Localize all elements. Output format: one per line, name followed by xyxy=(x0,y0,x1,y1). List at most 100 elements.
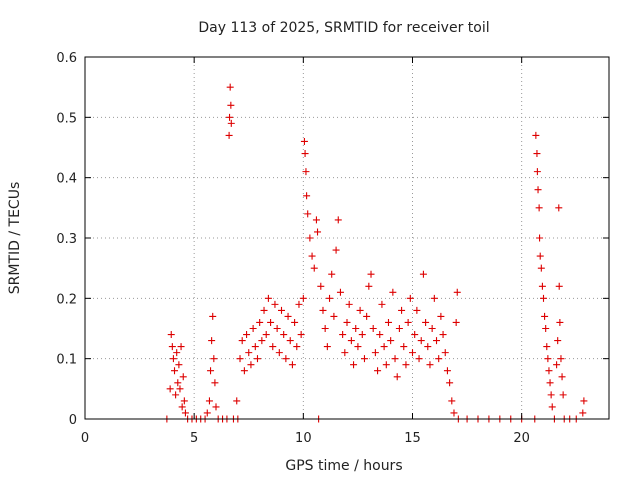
data-point xyxy=(536,252,544,260)
data-point xyxy=(209,312,217,320)
data-point xyxy=(238,337,246,345)
data-point xyxy=(226,113,234,121)
data-point xyxy=(352,325,360,332)
axis-ticks: 0 0.1 0.2 0.3 0.4 0.5 0.6 0 5 10 15 20 xyxy=(56,51,609,446)
data-point xyxy=(226,83,234,91)
data-point xyxy=(207,367,215,375)
data-point xyxy=(273,325,281,332)
data-point xyxy=(295,300,303,308)
data-point xyxy=(166,385,174,393)
data-point xyxy=(398,306,406,314)
grid xyxy=(85,57,609,419)
data-point xyxy=(336,288,344,296)
data-point xyxy=(553,361,561,369)
data-point xyxy=(323,343,331,351)
data-point xyxy=(282,355,290,363)
x-tick-label: 5 xyxy=(190,431,198,446)
data-point xyxy=(319,306,327,314)
data-point xyxy=(534,186,542,194)
data-point xyxy=(208,337,216,345)
data-point xyxy=(249,325,257,332)
data-point xyxy=(345,300,353,308)
data-point xyxy=(532,131,540,139)
data-point xyxy=(172,391,180,399)
data-point xyxy=(299,294,307,302)
y-tick-label: 0.5 xyxy=(56,111,77,126)
data-point xyxy=(424,343,432,351)
data-point xyxy=(312,216,320,224)
data-point xyxy=(330,312,338,320)
data-point xyxy=(297,331,305,339)
data-point xyxy=(546,379,554,387)
data-point xyxy=(558,373,566,381)
data-point xyxy=(167,331,175,339)
data-point xyxy=(542,325,550,332)
data-point xyxy=(540,294,547,302)
data-point xyxy=(178,403,186,411)
data-point xyxy=(210,355,218,363)
data-point xyxy=(367,270,375,278)
data-point xyxy=(538,282,546,290)
data-point xyxy=(256,318,264,326)
data-point xyxy=(371,349,379,357)
data-point xyxy=(278,306,285,314)
data-point xyxy=(448,397,456,405)
data-point xyxy=(175,361,183,369)
data-point xyxy=(556,318,564,326)
data-point xyxy=(260,306,268,314)
data-point xyxy=(280,331,288,339)
data-point xyxy=(347,337,355,345)
data-point xyxy=(171,367,179,375)
chart-title: Day 113 of 2025, SRMTID for receiver toi… xyxy=(198,20,489,36)
data-point xyxy=(446,379,454,387)
data-point xyxy=(555,204,563,212)
data-point xyxy=(369,325,377,332)
data-point xyxy=(555,282,563,290)
data-points xyxy=(163,83,588,423)
data-point xyxy=(179,373,187,381)
data-point xyxy=(544,355,552,363)
data-point xyxy=(437,312,445,320)
data-point xyxy=(177,343,185,351)
data-point xyxy=(547,391,555,399)
data-point xyxy=(378,300,386,308)
data-point xyxy=(453,288,461,296)
data-point xyxy=(411,331,419,339)
data-point xyxy=(306,234,314,242)
data-point xyxy=(243,331,251,339)
data-point xyxy=(247,361,255,369)
data-point xyxy=(181,409,189,417)
data-point xyxy=(308,252,316,260)
data-point xyxy=(169,355,177,363)
data-point xyxy=(212,403,220,411)
data-point xyxy=(302,168,310,176)
y-tick-label: 0.1 xyxy=(56,353,77,368)
data-point xyxy=(406,294,414,302)
y-tick-label: 0.4 xyxy=(56,172,77,187)
data-point xyxy=(269,343,277,351)
data-point xyxy=(288,361,296,369)
data-point xyxy=(579,409,587,417)
data-point xyxy=(382,361,390,369)
data-point xyxy=(326,294,334,302)
data-point xyxy=(334,216,342,224)
data-point xyxy=(286,337,294,345)
data-point xyxy=(391,355,399,363)
data-point xyxy=(402,361,410,369)
data-point xyxy=(284,312,292,320)
data-point xyxy=(264,294,272,302)
x-axis-title: GPS time / hours xyxy=(285,458,402,474)
data-point xyxy=(303,192,311,200)
data-point xyxy=(360,355,368,363)
data-point xyxy=(267,318,275,326)
data-point xyxy=(358,331,366,339)
data-point xyxy=(176,385,184,393)
data-point xyxy=(393,373,401,381)
data-point xyxy=(168,343,176,351)
data-point xyxy=(450,409,458,417)
data-point xyxy=(417,337,425,345)
data-point xyxy=(271,300,279,308)
data-point xyxy=(426,361,434,369)
